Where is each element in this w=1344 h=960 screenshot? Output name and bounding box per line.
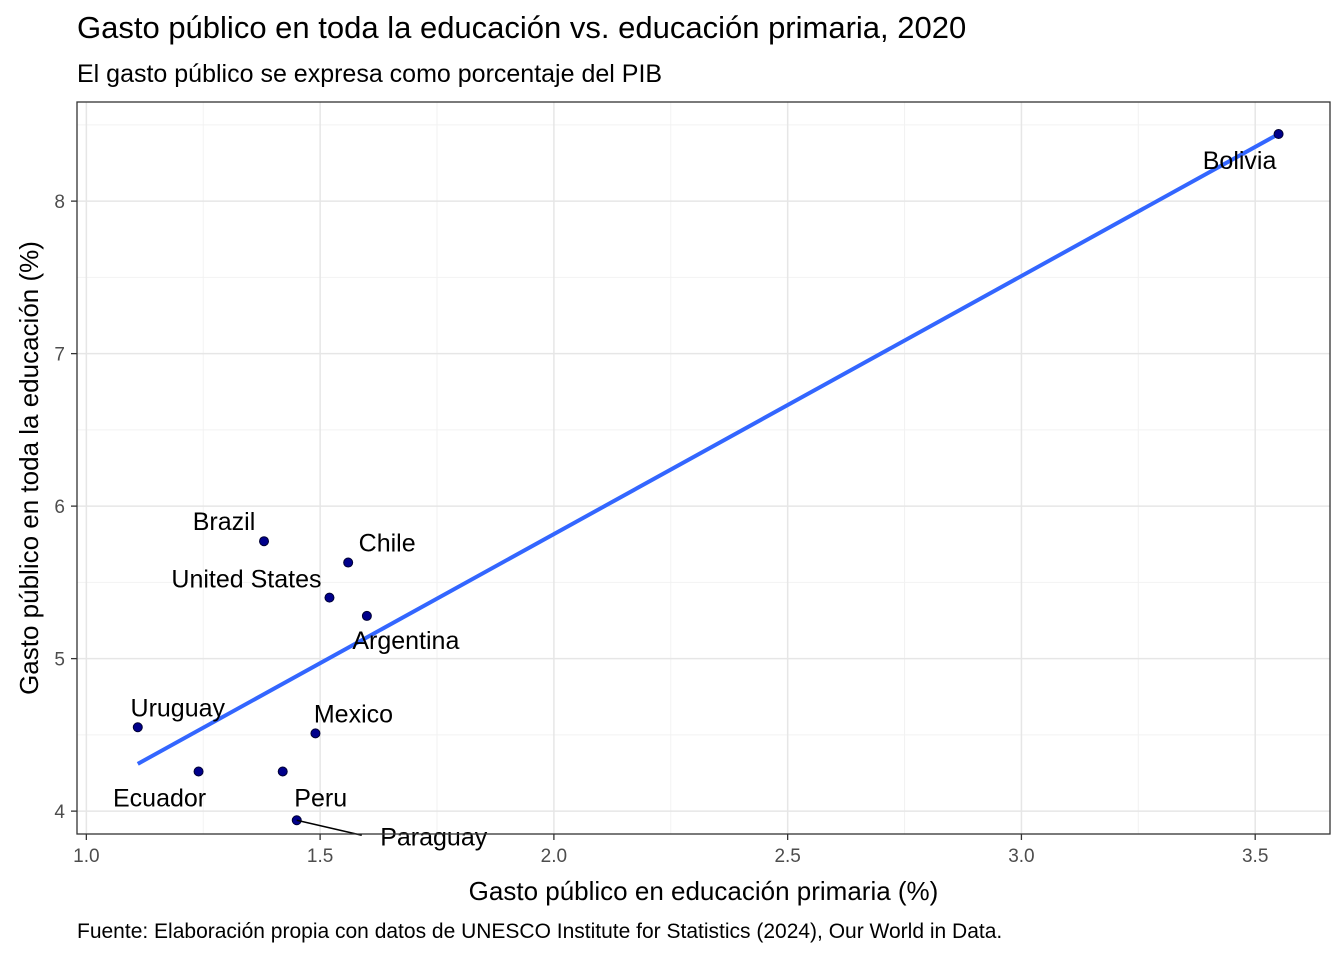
- x-tick-label: 1.5: [307, 846, 333, 867]
- label-argentina: Argentina: [352, 627, 459, 655]
- chart-title: Gasto público en toda la educación vs. e…: [77, 10, 967, 45]
- grid-minor: [77, 102, 1330, 834]
- chart-caption: Fuente: Elaboración propia con datos de …: [77, 920, 1003, 943]
- x-axis-label: Gasto público en educación primaria (%): [469, 876, 939, 906]
- label-brazil: Brazil: [193, 508, 256, 536]
- point-bolivia: [1273, 129, 1284, 140]
- point-chile: [343, 557, 354, 568]
- y-axis-label: Gasto público en toda la educación (%): [14, 241, 44, 695]
- x-tick-label: 2.0: [541, 846, 567, 867]
- y-tick-label: 6: [54, 497, 65, 518]
- point-peru: [277, 766, 288, 777]
- point-mexico: [310, 728, 321, 739]
- x-tick-label: 1.0: [73, 846, 99, 867]
- point-brazil: [259, 536, 270, 547]
- label-paraguay: Paraguay: [380, 823, 488, 851]
- label-ecuador: Ecuador: [113, 784, 206, 812]
- point-argentina: [361, 610, 372, 621]
- x-axis-ticks: 1.0 1.5 2.0 2.5 3.0 3.5: [73, 834, 1268, 867]
- label-peru: Peru: [294, 784, 347, 812]
- point-ecuador: [193, 766, 204, 777]
- y-tick-label: 4: [54, 802, 65, 823]
- fit-line-layer: [136, 132, 1280, 766]
- label-united-states: United States: [171, 566, 321, 594]
- label-layer: Bolivia Brazil Chile United States Argentina…: [113, 147, 1276, 851]
- y-tick-label: 8: [54, 192, 65, 213]
- regression-line: [136, 132, 1280, 766]
- point-united-states: [324, 592, 335, 603]
- point-layer: [132, 129, 1284, 826]
- label-leader-paraguay: [296, 819, 362, 837]
- point-uruguay: [132, 722, 143, 733]
- y-tick-label: 5: [54, 650, 65, 671]
- x-tick-label: 3.5: [1242, 846, 1268, 867]
- label-chile: Chile: [359, 530, 416, 558]
- grid-major: [77, 102, 1330, 834]
- label-mexico: Mexico: [314, 700, 393, 728]
- x-tick-label: 3.0: [1008, 846, 1034, 867]
- label-bolivia: Bolivia: [1203, 147, 1277, 175]
- x-tick-label: 2.5: [774, 846, 800, 867]
- panel-border: [76, 101, 1331, 835]
- label-uruguay: Uruguay: [131, 694, 226, 722]
- chart-subtitle: El gasto público se expresa como porcent…: [77, 60, 663, 88]
- y-tick-label: 7: [54, 345, 65, 366]
- y-axis-ticks: 4 5 6 7 8: [54, 192, 77, 823]
